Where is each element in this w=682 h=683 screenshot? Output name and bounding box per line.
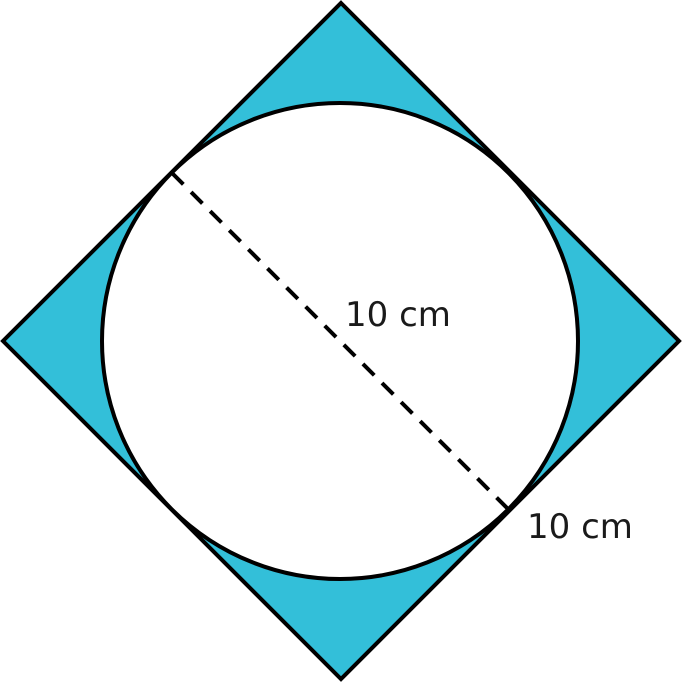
diameter-label: 10 cm [345,295,451,335]
side-length-label: 10 cm [527,507,633,547]
